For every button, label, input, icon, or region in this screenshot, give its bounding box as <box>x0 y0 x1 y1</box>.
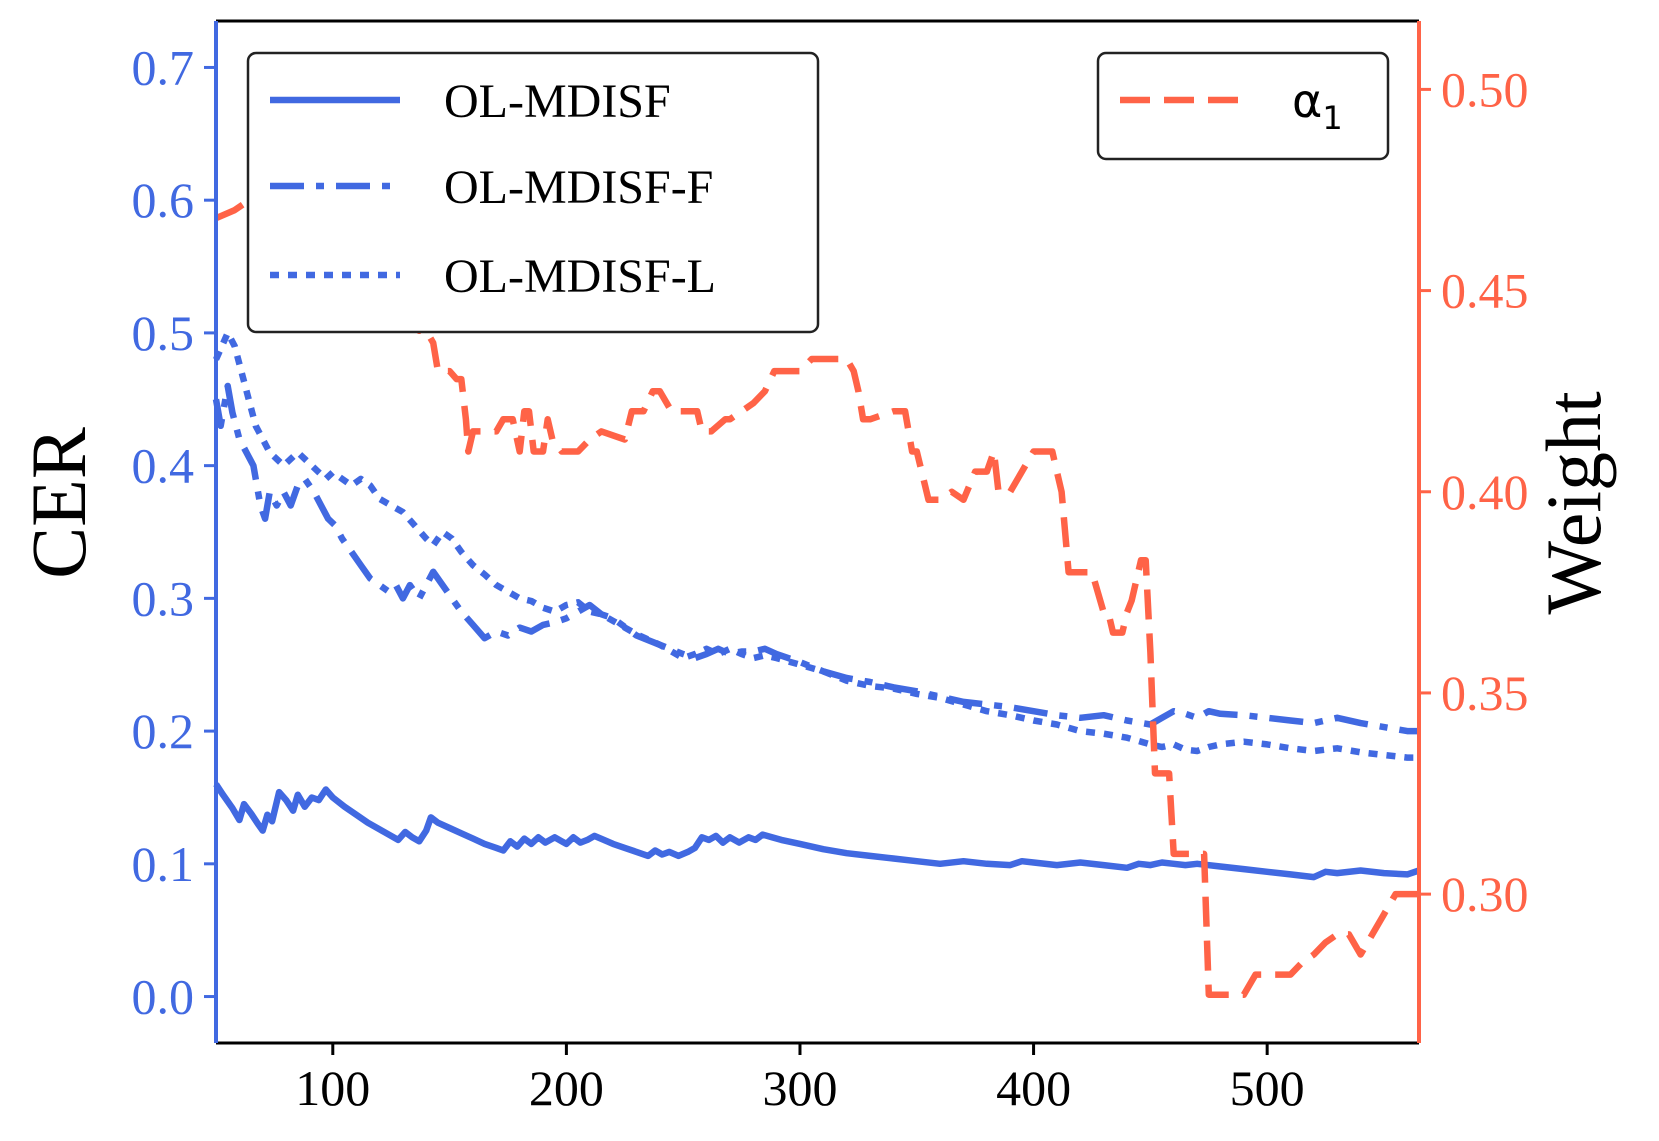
x-tick-label: 100 <box>295 1060 370 1116</box>
y-left-tick-label: 0.3 <box>132 570 195 626</box>
x-tick-label: 400 <box>996 1060 1071 1116</box>
y-left-tick-label: 0.2 <box>132 703 195 759</box>
y-left-axis-title: CER <box>15 427 102 579</box>
tick-labels: 100 200 300 400 500 0.0 0.1 0.2 0.3 0.4 0.5 0.6 0.7 0… <box>132 39 1529 1116</box>
y-right-tick-label: 0.40 <box>1441 464 1529 520</box>
legend-label-1: OL-MDISF-F <box>444 161 713 214</box>
series-lines <box>212 198 1421 998</box>
y-right-tick-label: 0.30 <box>1441 866 1529 922</box>
x-tick-label: 500 <box>1230 1060 1305 1116</box>
x-tick-label: 200 <box>529 1060 604 1116</box>
series-line-2 <box>213 329 1419 761</box>
axes <box>214 19 1421 1045</box>
series-line-0 <box>213 782 1421 881</box>
legend-left: OL-MDISF OL-MDISF-F OL-MDISF-L <box>246 51 820 334</box>
legend-left-frame <box>246 51 820 334</box>
legend-label-0: OL-MDISF <box>444 75 671 128</box>
y-left-tick-label: 0.0 <box>132 969 195 1025</box>
legend-right: α1 <box>1096 51 1390 161</box>
y-right-tick-label: 0.45 <box>1441 263 1529 319</box>
y-right-tick-label: 0.35 <box>1441 665 1529 721</box>
series-line-3 <box>214 198 1419 998</box>
legend-alpha-subscript: 1 <box>1322 99 1342 137</box>
y-right-axis-title: Weight <box>1530 391 1617 615</box>
legend-alpha-symbol: α <box>1292 74 1322 128</box>
y-left-tick-label: 0.4 <box>132 438 195 494</box>
y-left-tick-label: 0.6 <box>132 172 195 228</box>
x-tick-label: 300 <box>762 1060 837 1116</box>
legend-label-alpha: α1 <box>1292 74 1343 137</box>
y-right-tick-label: 0.50 <box>1441 61 1529 117</box>
y-left-tick-label: 0.1 <box>132 836 195 892</box>
legend-label-2: OL-MDISF-L <box>444 250 716 303</box>
legend-right-frame <box>1096 51 1390 161</box>
y-left-tick-label: 0.5 <box>132 305 195 361</box>
y-left-tick-label: 0.7 <box>132 39 195 95</box>
